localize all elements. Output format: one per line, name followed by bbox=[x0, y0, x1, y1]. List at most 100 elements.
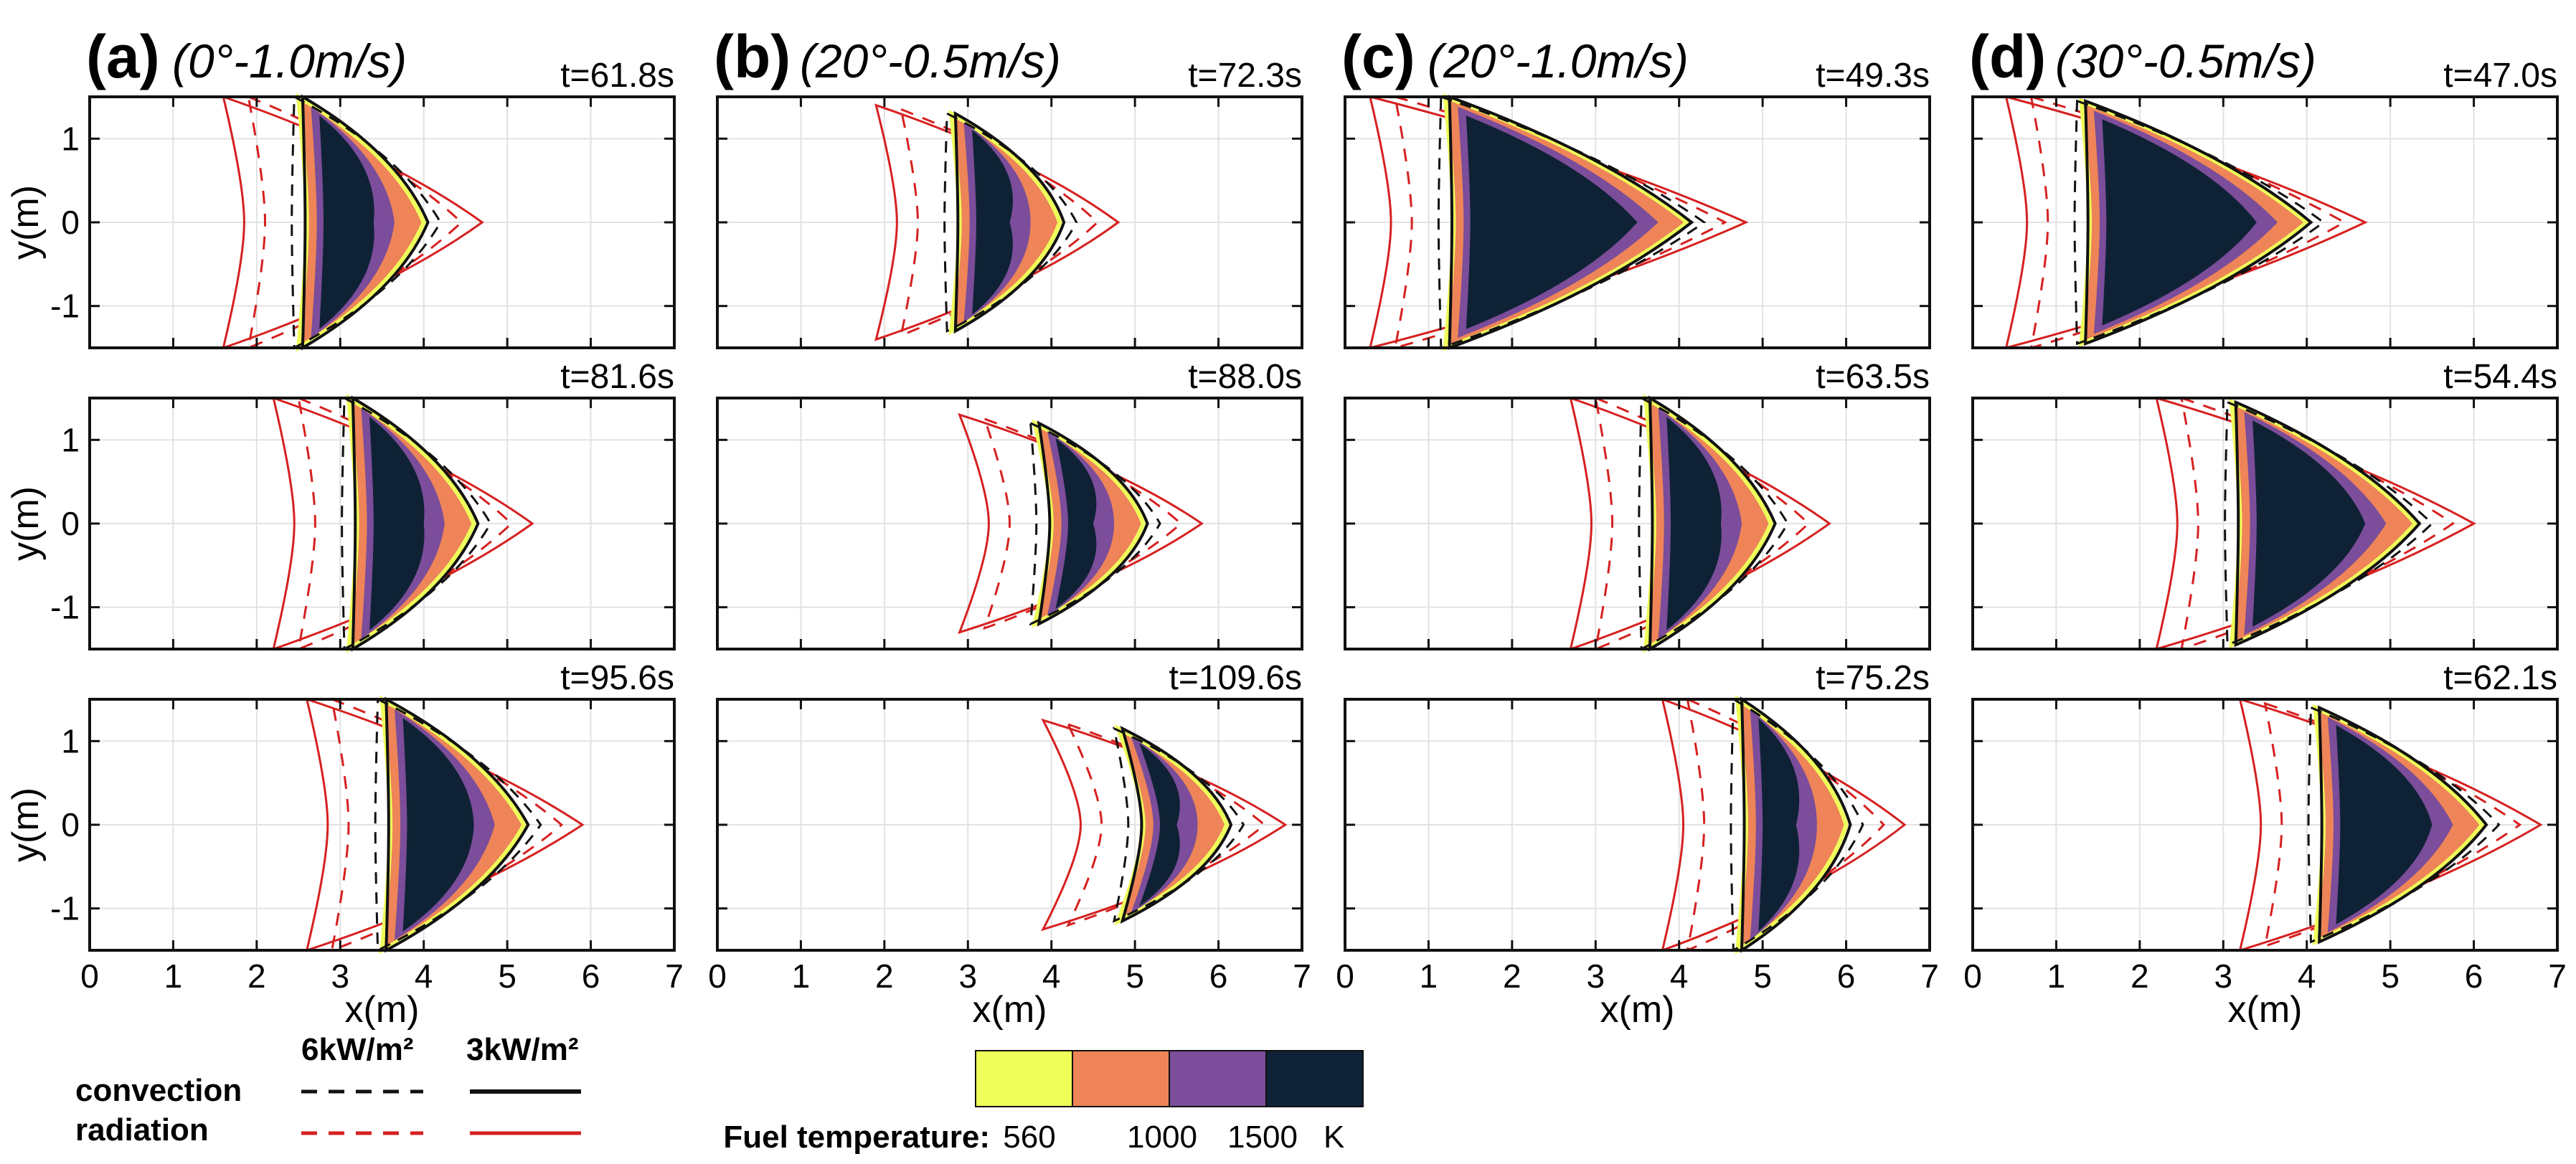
y-tick-label: 0 bbox=[61, 204, 80, 241]
y-axis-label: y(m) bbox=[5, 787, 47, 862]
time-label: t=54.4s bbox=[2443, 358, 2557, 396]
x-tick-label: 5 bbox=[1753, 957, 1772, 995]
panel-column-1: (b) (20°-0.5m/s) t=72.3s t=88.0s t=109.6s 0 1 2… bbox=[708, 23, 1311, 1031]
column-letter: (b) bbox=[714, 23, 791, 90]
x-tick-label: 4 bbox=[415, 957, 433, 995]
panel-3-1: t=54.4s bbox=[1971, 358, 2559, 651]
convection-3kw-contour bbox=[351, 395, 480, 652]
convection-3kw-contour bbox=[1120, 726, 1233, 924]
convection-3kw-contour bbox=[1448, 95, 1694, 350]
x-tick-label: 3 bbox=[1586, 957, 1605, 995]
y-tick-label: -1 bbox=[50, 589, 80, 626]
convection-3kw-contour bbox=[2234, 399, 2422, 648]
convection-3kw-contour bbox=[2318, 705, 2488, 945]
panel-column-2: (c) (20°-1.0m/s) t=49.3s t=63.5s t=75.2s 0 1 2 3… bbox=[1336, 23, 1939, 1031]
convection-6kw-contour bbox=[1638, 396, 1789, 651]
x-tick-label: 5 bbox=[1126, 957, 1144, 995]
colorbar-tick-560: 560 bbox=[1003, 1120, 1055, 1155]
time-label: t=63.5s bbox=[1816, 358, 1930, 396]
x-tick-label: 2 bbox=[1503, 957, 1521, 995]
x-tick-label: 1 bbox=[164, 957, 183, 995]
convection-6kw-contour bbox=[2073, 99, 2326, 346]
convection-6kw-contour bbox=[943, 111, 1078, 333]
convection-6kw-contour bbox=[341, 396, 492, 651]
colorbar-unit: K bbox=[1324, 1120, 1344, 1155]
fuel-temperature-1500-region bbox=[1466, 115, 1638, 329]
convection-3kw-contour bbox=[2084, 98, 2313, 346]
colorbar-tick-1500: 1500 bbox=[1227, 1120, 1298, 1155]
fuel-temperature-1500-region bbox=[972, 130, 1013, 315]
legend-row-radiation: radiation bbox=[75, 1112, 209, 1148]
x-tick-label: 2 bbox=[2131, 957, 2149, 995]
fuel-temperature-1500-region bbox=[2252, 420, 2366, 627]
x-tick-label: 7 bbox=[1920, 957, 1939, 995]
column-condition: (20°-0.5m/s) bbox=[800, 34, 1061, 87]
y-tick-label: -1 bbox=[50, 288, 80, 325]
time-label: t=61.8s bbox=[560, 57, 674, 95]
x-tick-label: 6 bbox=[582, 957, 600, 995]
column-condition: (0°-1.0m/s) bbox=[172, 34, 407, 87]
x-axis-label: x(m) bbox=[1600, 989, 1675, 1031]
convection-3kw-contour bbox=[1648, 395, 1777, 652]
x-tick-label: 4 bbox=[1670, 957, 1689, 995]
x-tick-label: 1 bbox=[1420, 957, 1438, 995]
y-tick-label: 1 bbox=[61, 120, 80, 157]
colorbar-segment-2 bbox=[1072, 1050, 1170, 1107]
x-tick-label: 7 bbox=[665, 957, 684, 995]
x-axis-label: x(m) bbox=[973, 989, 1047, 1031]
colorbar-segment-3 bbox=[1169, 1050, 1267, 1107]
colorbar: Fuel temperature: 560 1000 1500 K bbox=[723, 1050, 1364, 1155]
convection-3kw-contour bbox=[953, 110, 1066, 334]
y-axis-label: y(m) bbox=[5, 486, 47, 561]
x-tick-label: 4 bbox=[1042, 957, 1061, 995]
convection-6kw-contour bbox=[1437, 95, 1707, 350]
time-label: t=88.0s bbox=[1188, 358, 1302, 396]
x-tick-label: 0 bbox=[708, 957, 727, 995]
x-tick-label: 0 bbox=[1963, 957, 1982, 995]
y-tick-label: 1 bbox=[61, 722, 80, 760]
x-tick-label: 3 bbox=[2214, 957, 2232, 995]
panel-3-0: t=47.0s bbox=[1971, 57, 2559, 350]
convection-6kw-contour bbox=[291, 95, 442, 350]
panel-2-2: t=75.2s 0 1 2 3 4 5 6 7 x(m) bbox=[1336, 659, 1939, 1031]
y-axis-label: y(m) bbox=[5, 185, 47, 260]
x-tick-label: 2 bbox=[875, 957, 894, 995]
time-label: t=49.3s bbox=[1816, 57, 1930, 95]
column-letter: (d) bbox=[1969, 23, 2046, 90]
panel-grid: (a) (0°-1.0m/s) t=61.8s-101y(m)t=81.6s-101… bbox=[5, 23, 2567, 1031]
column-letter: (a) bbox=[86, 23, 160, 90]
panel-1-0: t=72.3s bbox=[716, 57, 1303, 349]
convection-3kw-contour bbox=[1740, 696, 1852, 953]
fuel-temperature-1500-region bbox=[319, 115, 374, 329]
y-tick-label: -1 bbox=[50, 890, 80, 927]
panel-3-2: t=62.1s 0 1 2 3 4 5 6 7 x(m) bbox=[1963, 659, 2567, 1031]
panel-0-0: t=61.8s -1 0 1 y(m) bbox=[5, 57, 676, 352]
time-label: t=75.2s bbox=[1816, 659, 1930, 697]
colorbar-segment-4 bbox=[1265, 1050, 1364, 1107]
x-tick-label: 1 bbox=[2047, 957, 2066, 995]
time-label: t=62.1s bbox=[2443, 659, 2557, 697]
column-condition: (30°-0.5m/s) bbox=[2055, 34, 2316, 87]
x-tick-label: 6 bbox=[1209, 957, 1228, 995]
convection-3kw-contour bbox=[301, 94, 430, 351]
x-tick-label: 5 bbox=[2381, 957, 2400, 995]
x-tick-label: 3 bbox=[331, 957, 349, 995]
time-label: t=47.0s bbox=[2443, 57, 2557, 95]
fuel-temperature-1500-region bbox=[2336, 725, 2433, 924]
panel-2-1: t=63.5s bbox=[1344, 358, 1931, 653]
fuel-temperature-1500-region bbox=[1138, 742, 1180, 907]
x-tick-label: 5 bbox=[498, 957, 516, 995]
convection-6kw-contour bbox=[1730, 697, 1864, 952]
x-tick-label: 3 bbox=[958, 957, 977, 995]
x-tick-label: 6 bbox=[1837, 957, 1856, 995]
convection-6kw-contour bbox=[2307, 706, 2501, 944]
convection-3kw-contour bbox=[384, 696, 530, 953]
x-tick-label: 0 bbox=[80, 957, 99, 995]
fuel-temperature-1500-region bbox=[1666, 417, 1722, 630]
panel-column-3: (d) (30°-0.5m/s) t=47.0s t=54.4s t=62.1s 0 1 2 3… bbox=[1963, 23, 2567, 1031]
y-tick-label: 1 bbox=[61, 421, 80, 458]
panel-0-1: t=81.6s -1 0 1 y(m) bbox=[5, 358, 676, 653]
x-tick-label: 2 bbox=[247, 957, 266, 995]
